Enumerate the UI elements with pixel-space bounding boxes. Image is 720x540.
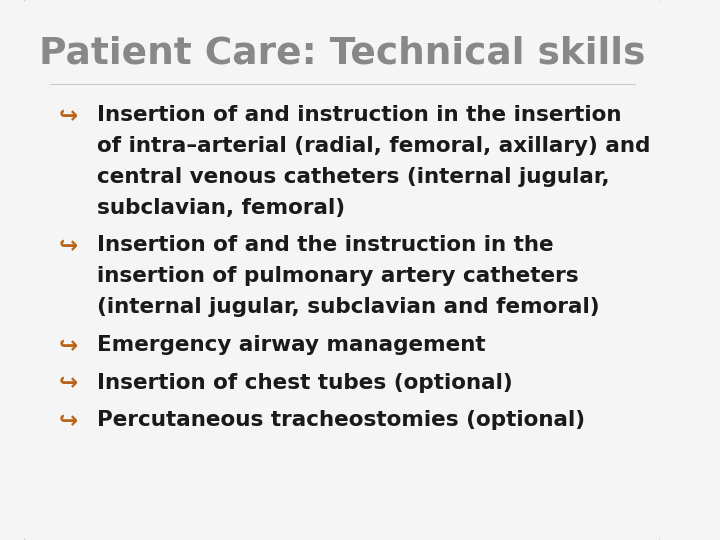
- Text: insertion of pulmonary artery catheters: insertion of pulmonary artery catheters: [97, 266, 579, 286]
- Text: ↪: ↪: [59, 235, 78, 259]
- Text: ↪: ↪: [59, 105, 78, 129]
- Text: Insertion of and instruction in the insertion: Insertion of and instruction in the inse…: [97, 105, 622, 125]
- FancyBboxPatch shape: [18, 0, 667, 540]
- Text: Insertion of chest tubes (optional): Insertion of chest tubes (optional): [97, 373, 513, 393]
- Text: subclavian, femoral): subclavian, femoral): [97, 198, 346, 218]
- Text: ↪: ↪: [59, 335, 78, 358]
- Text: ↪: ↪: [59, 410, 78, 434]
- Text: Patient Care: Technical skills: Patient Care: Technical skills: [39, 35, 646, 71]
- Text: of intra–arterial (radial, femoral, axillary) and: of intra–arterial (radial, femoral, axil…: [97, 136, 651, 156]
- Text: ↪: ↪: [59, 373, 78, 396]
- Text: (internal jugular, subclavian and femoral): (internal jugular, subclavian and femora…: [97, 297, 600, 317]
- Text: Emergency airway management: Emergency airway management: [97, 335, 486, 355]
- Text: central venous catheters (internal jugular,: central venous catheters (internal jugul…: [97, 167, 610, 187]
- Text: Insertion of and the instruction in the: Insertion of and the instruction in the: [97, 235, 554, 255]
- Text: Percutaneous tracheostomies (optional): Percutaneous tracheostomies (optional): [97, 410, 585, 430]
